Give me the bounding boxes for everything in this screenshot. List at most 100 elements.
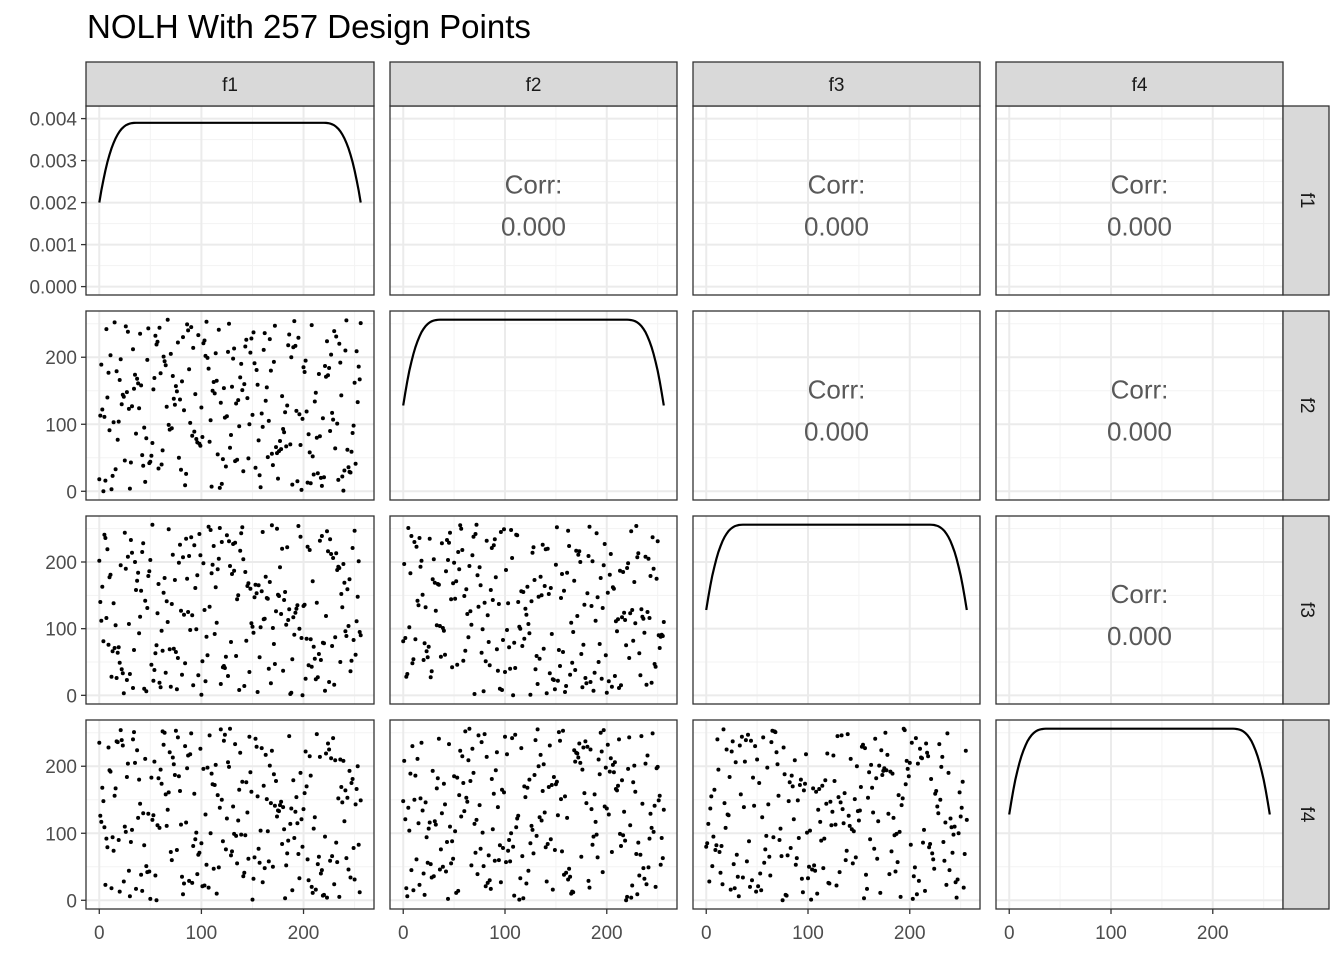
scatter-point [216,556,221,561]
scatter-point [545,546,550,551]
scatter-point [507,838,512,842]
scatter-point [871,810,876,815]
scatter-point [104,616,109,620]
scatter-point [110,649,115,654]
scatter-point [537,815,542,820]
scatter-point [544,691,549,696]
scatter-point [272,803,277,808]
scatter-point [109,674,114,679]
scatter-point [425,655,430,660]
scatter-point [578,560,583,564]
scatter-point [188,420,193,425]
strip-top-f1 [85,61,375,107]
scatter-point [274,445,278,450]
panel-border [389,515,678,705]
scatter-point [575,751,580,756]
scatter-point [226,349,230,354]
scatter-point [832,779,837,783]
scatter-point [178,397,182,402]
scatter-point [488,588,493,592]
scatter-point [618,568,622,573]
scatter-point [478,846,483,851]
scatter-point [497,843,502,848]
scatter-point [427,536,432,541]
scatter-point [210,562,215,567]
scatter-point [308,773,313,778]
scatter-point [444,869,448,874]
scatter-point [320,416,325,421]
scatter-point [591,834,596,839]
scatter-point [159,781,164,786]
scatter-point [221,386,226,391]
scatter-point [132,386,136,391]
scatter-point [165,807,170,812]
scatter-point [960,779,965,784]
scatter-point [716,767,721,772]
scatter-point [238,375,243,380]
scatter-point [803,781,807,786]
scatter-point [454,579,459,584]
scatter-point [742,759,747,764]
scatter-point [241,874,246,879]
scatter-point [505,628,509,632]
scatter-point [143,598,148,603]
scatter-point [340,800,345,805]
scatter-point [356,364,361,369]
scatter-point [616,783,620,788]
scatter-point [297,876,302,881]
scatter-point [656,633,661,638]
scatter-point [728,887,733,892]
scatter-point [314,600,319,605]
scatter-point [106,370,111,375]
scatter-point [453,596,458,601]
scatter-point [637,651,642,656]
scatter-point [921,840,925,845]
scatter-point [513,732,518,737]
scatter-point [169,426,174,431]
scatter-point [309,884,314,889]
scatter-point [222,666,227,670]
scatter-point [229,640,233,644]
scatter-point [196,673,201,678]
scatter-point [422,892,427,897]
scatter-point [306,432,311,437]
scatter-point [181,555,185,560]
scatter-point [542,810,547,815]
y-tick-label: 100 [45,620,77,641]
scatter-point [889,849,894,854]
scatter-point [810,867,815,872]
scatter-point [283,410,288,415]
scatter-point [847,823,852,828]
scatter-point [242,684,247,688]
scatter-point [266,418,271,423]
scatter-point [199,692,204,697]
scatter-point [328,537,333,542]
scatter-point [249,336,254,341]
y-tick-label: 0.002 [29,194,77,215]
scatter-point [732,886,737,891]
scatter-point [313,887,318,892]
scatter-point [520,854,525,859]
scatter-point [335,860,340,865]
scatter-point [808,828,812,833]
density-line-f1 [98,121,362,203]
panel-background [693,311,980,500]
scatter-point [620,615,624,620]
scatter-point [474,522,479,527]
scatter-point [425,860,430,865]
scatter-point [263,752,268,757]
scatter-point [589,807,594,812]
scatter-point [310,890,315,895]
scatter-point [416,603,421,608]
y-tick-label: 0 [66,686,77,707]
scatter-point [166,790,171,795]
scatter-point [193,392,198,397]
scatter-point [176,455,181,460]
scatter-point [223,654,228,659]
scatter-point [358,321,363,326]
scatter-point [253,582,258,587]
scatter-point [466,758,471,763]
scatter-point [358,633,363,638]
scatter-point [516,600,521,604]
x-tick-label: 100 [1095,923,1127,944]
